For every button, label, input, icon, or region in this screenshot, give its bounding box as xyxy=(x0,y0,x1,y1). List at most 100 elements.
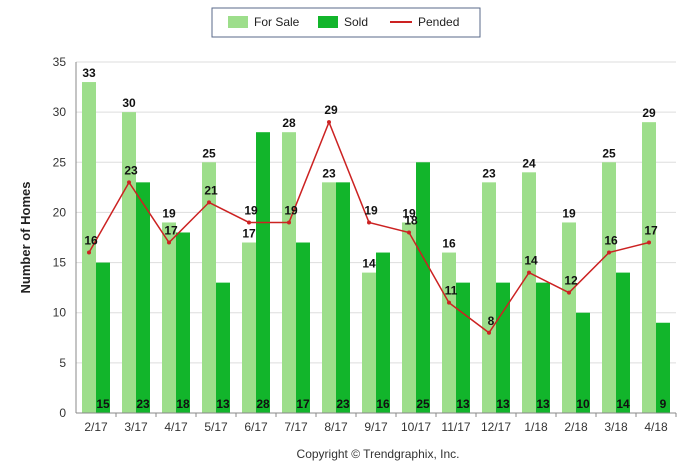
legend-swatch-sold xyxy=(318,16,338,28)
data-label-pended: 18 xyxy=(404,213,418,227)
pended-point xyxy=(367,220,371,225)
legend-box xyxy=(211,7,481,38)
bar-for-sale xyxy=(82,82,96,414)
bar-for-sale xyxy=(482,182,496,413)
data-label-pended: 17 xyxy=(164,224,178,238)
data-label-for-sale: 19 xyxy=(562,206,576,220)
data-label-pended: 21 xyxy=(204,183,218,197)
data-label-for-sale: 25 xyxy=(602,146,616,160)
y-tick-label: 15 xyxy=(53,256,67,270)
data-label-pended: 23 xyxy=(124,163,138,177)
data-label-sold: 28 xyxy=(256,397,270,411)
axes: 0 5 10 15 20 25 30 35 2/17 3/17 4/17 5/17 6/17 7/17 8/… xyxy=(53,55,677,434)
data-label-sold: 18 xyxy=(176,397,190,411)
data-label-pended: 19 xyxy=(244,203,258,217)
pended-point xyxy=(647,240,651,245)
bar-for-sale xyxy=(162,222,176,413)
bar-for-sale xyxy=(602,162,616,413)
pended-point xyxy=(607,250,611,255)
data-label-sold: 13 xyxy=(216,397,230,411)
bar-for-sale xyxy=(322,182,336,413)
data-label-sold: 16 xyxy=(376,397,390,411)
x-tick-label: 8/17 xyxy=(324,420,348,434)
data-label-for-sale: 16 xyxy=(442,237,456,251)
bar-sold xyxy=(96,262,110,413)
data-label-pended: 11 xyxy=(445,284,458,298)
data-label-sold: 13 xyxy=(496,397,510,411)
y-axis-label: Number of Homes xyxy=(18,182,33,294)
pended-point xyxy=(487,330,491,335)
pended-point xyxy=(287,220,291,225)
pended-point xyxy=(247,220,251,225)
data-label-pended: 8 xyxy=(488,314,495,328)
pended-point xyxy=(447,300,451,305)
y-tick-label: 25 xyxy=(53,155,67,169)
data-label-for-sale: 24 xyxy=(522,156,536,170)
legend: For Sale Sold Pended xyxy=(211,7,481,38)
bar-sold xyxy=(296,242,310,413)
x-tick-label: 10/17 xyxy=(401,420,431,434)
data-label-for-sale: 33 xyxy=(82,66,96,80)
bar-for-sale xyxy=(522,172,536,413)
bar-for-sale xyxy=(442,252,456,413)
bar-for-sale xyxy=(282,132,296,413)
y-tick-label: 5 xyxy=(59,356,66,370)
x-tick-label: 7/17 xyxy=(284,420,308,434)
data-label-for-sale: 23 xyxy=(322,166,336,180)
pended-point xyxy=(127,180,131,185)
data-labels: 3315302319182513172828172323141619251613… xyxy=(82,66,666,411)
data-label-sold: 23 xyxy=(336,397,350,411)
x-tick-label: 1/18 xyxy=(524,420,548,434)
bar-sold xyxy=(456,282,470,413)
data-label-sold: 15 xyxy=(96,397,110,411)
data-label-pended: 29 xyxy=(324,103,338,117)
bar-sold xyxy=(536,282,550,413)
data-label-pended: 19 xyxy=(364,203,378,217)
x-tick-label: 6/17 xyxy=(244,420,268,434)
x-tick-label: 3/17 xyxy=(124,420,148,434)
bar-sold xyxy=(136,182,150,413)
data-label-pended: 16 xyxy=(604,234,618,248)
bar-sold xyxy=(256,132,270,413)
data-label-for-sale: 14 xyxy=(362,257,376,271)
data-label-pended: 17 xyxy=(644,224,658,238)
data-label-for-sale: 29 xyxy=(642,106,656,120)
data-label-sold: 17 xyxy=(296,397,310,411)
data-label-sold: 25 xyxy=(416,397,430,411)
pended-point xyxy=(527,270,531,275)
bar-sold xyxy=(336,182,350,413)
data-label-for-sale: 19 xyxy=(402,206,416,220)
y-tick-label: 0 xyxy=(59,406,66,420)
data-label-for-sale: 28 xyxy=(282,116,296,130)
bar-sold xyxy=(176,232,190,413)
x-tick-label: 11/17 xyxy=(441,420,470,434)
copyright-text: Copyright © Trendgraphix, Inc. xyxy=(297,447,460,461)
x-tick-label: 3/18 xyxy=(604,420,628,434)
pended-line xyxy=(87,120,651,335)
pended-point xyxy=(167,240,171,245)
data-label-sold: 23 xyxy=(136,397,150,411)
data-label-for-sale: 25 xyxy=(202,146,216,160)
x-tick-label: 12/17 xyxy=(481,420,511,434)
bar-sold xyxy=(376,252,390,413)
bar-sold xyxy=(616,272,630,413)
x-tick-label: 9/17 xyxy=(364,420,388,434)
data-label-for-sale: 17 xyxy=(242,227,256,241)
data-label-for-sale: 19 xyxy=(162,206,176,220)
pended-point xyxy=(207,200,211,205)
x-tick-label: 4/18 xyxy=(644,420,668,434)
x-tick-label: 4/17 xyxy=(164,420,188,434)
bar-sold xyxy=(576,312,590,413)
x-tick-label: 5/17 xyxy=(204,420,228,434)
bar-for-sale xyxy=(202,162,216,413)
bar-for-sale xyxy=(242,242,256,413)
bars xyxy=(82,82,670,414)
bar-sold xyxy=(416,162,430,413)
y-tick-label: 10 xyxy=(53,306,67,320)
bar-for-sale xyxy=(562,222,576,413)
data-label-sold: 13 xyxy=(456,397,470,411)
data-label-sold: 14 xyxy=(616,397,630,411)
x-tick-label: 2/18 xyxy=(564,420,588,434)
pended-point xyxy=(87,250,91,255)
